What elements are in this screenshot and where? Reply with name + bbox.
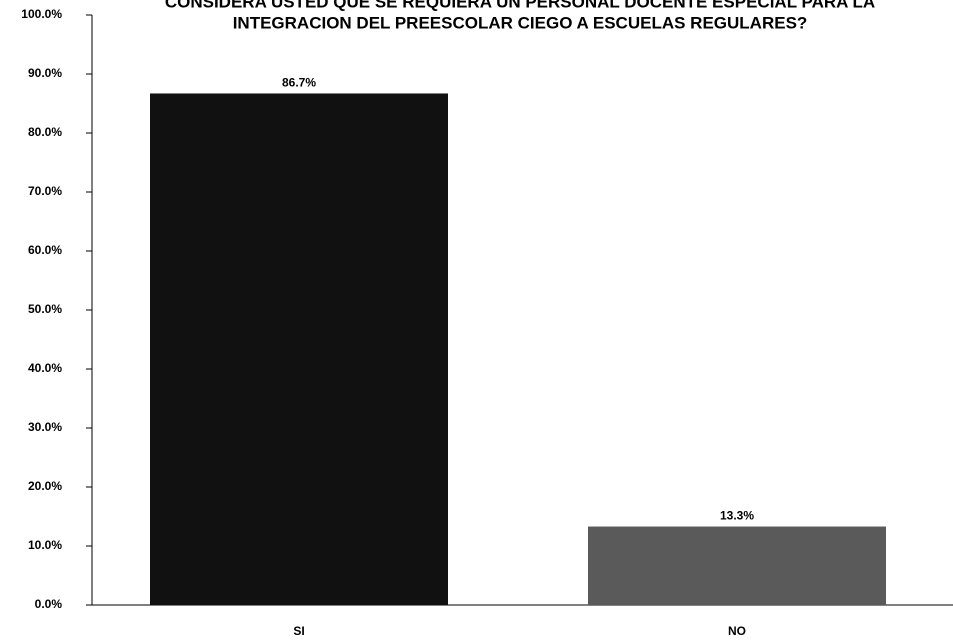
data-label: 13.3% [720,509,754,523]
y-tick-label: 0.0% [35,597,63,611]
chart-title-line: INTEGRACION DEL PREESCOLAR CIEGO A ESCUE… [233,13,808,32]
x-tick-label: SI [293,624,304,638]
y-tick-label: 80.0% [28,125,62,139]
y-tick-label: 90.0% [28,66,62,80]
y-tick-label: 50.0% [28,302,62,316]
y-tick-label: 60.0% [28,243,62,257]
bar [150,93,448,605]
y-tick-label: 70.0% [28,184,62,198]
x-tick-label: NO [728,624,746,638]
y-tick-label: 20.0% [28,479,62,493]
data-label: 86.7% [282,76,316,90]
y-tick-label: 40.0% [28,361,62,375]
bar [588,526,886,605]
y-tick-label: 30.0% [28,420,62,434]
y-tick-label: 100.0% [21,7,62,21]
y-tick-label: 10.0% [28,538,62,552]
chart-title-line: CONSIDERA USTED QUE SE REQUIERA UN PERSO… [165,0,875,11]
